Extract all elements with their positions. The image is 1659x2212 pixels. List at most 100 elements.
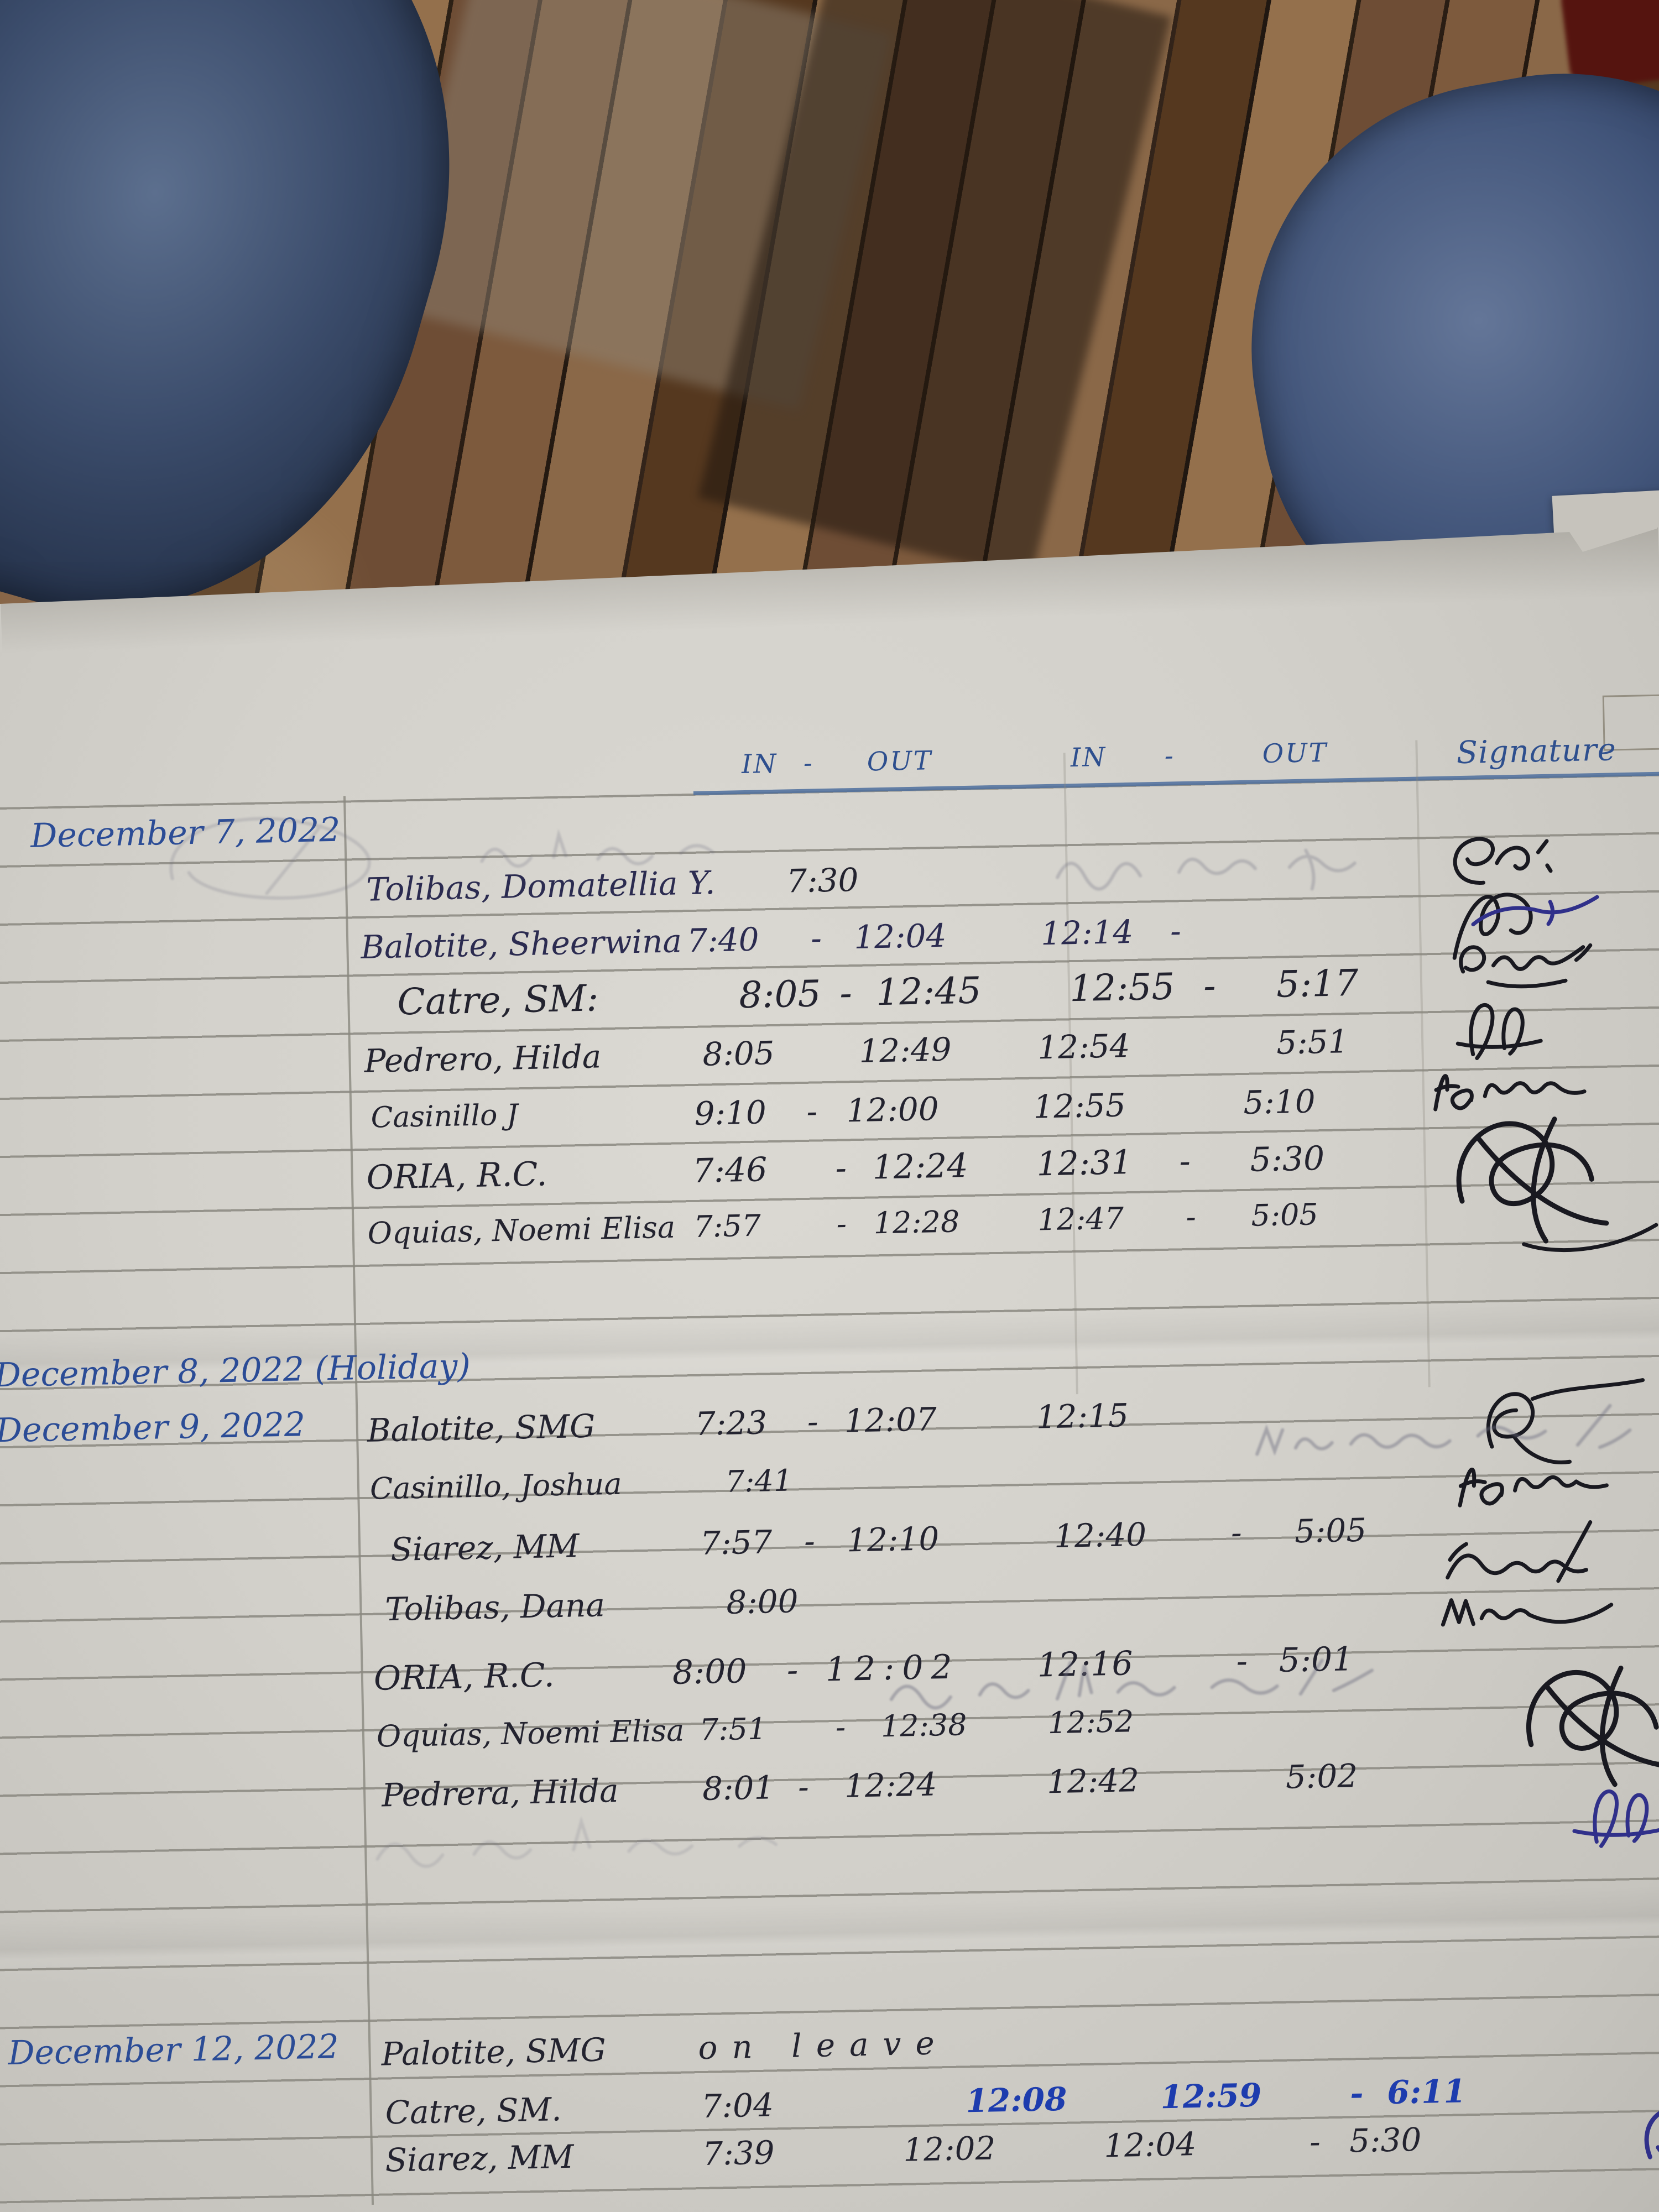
time-out-pm: 5:17 bbox=[1276, 961, 1359, 1006]
time-in-pm: 12:55 bbox=[1069, 965, 1176, 1010]
on-leave-note: on leave bbox=[697, 2024, 950, 2067]
dash: - bbox=[1230, 1514, 1243, 1552]
bleed-through-mark bbox=[1255, 1404, 1632, 1456]
time-out-am: 12:24 bbox=[872, 1146, 969, 1187]
time-out-am: 12:10 bbox=[846, 1520, 940, 1559]
time-in-pm: 12:40 bbox=[1053, 1515, 1147, 1555]
dash: - bbox=[804, 1522, 816, 1561]
time-out-am: 12:07 bbox=[844, 1400, 937, 1440]
time-out-pm: 5:05 bbox=[1294, 1511, 1367, 1551]
signature-scribble bbox=[1486, 1378, 1645, 1464]
time-in-pm: 12:55 bbox=[1032, 1086, 1126, 1126]
signature-scribble bbox=[1453, 837, 1553, 885]
header-dash-pm: - bbox=[1164, 740, 1176, 771]
dash: - bbox=[786, 1651, 799, 1690]
time-out-pm: 5:51 bbox=[1276, 1022, 1349, 1062]
time-out-pm: 5:30 bbox=[1249, 1139, 1325, 1180]
time-in-am: 7:51 bbox=[699, 1711, 767, 1747]
time-in-am: 7:46 bbox=[692, 1150, 768, 1191]
bleed-through-mark bbox=[1056, 848, 1357, 891]
dash: - bbox=[834, 1149, 847, 1188]
entry-name: Pedrero, Hilda bbox=[363, 1037, 602, 1080]
time-in-pm: 12:59 bbox=[1160, 2076, 1262, 2116]
time-in-am: 9:10 bbox=[693, 1093, 767, 1133]
time-in-am: 8:05 bbox=[702, 1034, 775, 1073]
time-out-pm: 6:11 bbox=[1386, 2072, 1467, 2112]
dash: - bbox=[1349, 2074, 1364, 2112]
entry-name: Casinillo, Joshua bbox=[369, 1466, 623, 1506]
dash: - bbox=[1309, 2122, 1321, 2161]
entry-name: ORIA, R.C. bbox=[366, 1155, 548, 1197]
time-in-pm: 12:04 bbox=[1103, 2125, 1197, 2165]
time-in-am: 8:00 bbox=[726, 1582, 799, 1621]
signature-scribble bbox=[1572, 1789, 1659, 1848]
time-out-am: 12:49 bbox=[858, 1030, 952, 1070]
pencil-ghost-mark bbox=[169, 817, 371, 900]
time-in-am: 8:05 bbox=[738, 972, 822, 1017]
time-out-pm: 5:30 bbox=[1349, 2120, 1422, 2160]
time-in-am: 7:04 bbox=[701, 2086, 774, 2125]
time-in-am: 7:23 bbox=[695, 1404, 768, 1443]
dash: - bbox=[1170, 912, 1182, 950]
dash: - bbox=[1203, 964, 1217, 1008]
dash: - bbox=[807, 1402, 819, 1441]
bleed-through-mark bbox=[889, 1658, 1374, 1710]
dash: - bbox=[1178, 1141, 1191, 1181]
dash: - bbox=[810, 919, 822, 957]
header-in-am: IN bbox=[741, 748, 779, 780]
entry-name: Oquias, Noemi Elisa bbox=[367, 1209, 676, 1251]
time-in-am: 7:41 bbox=[725, 1463, 793, 1499]
time-in-am: 7:57 bbox=[700, 1523, 773, 1562]
dash: - bbox=[836, 1206, 847, 1241]
entry-name: Siarez, MM bbox=[390, 1527, 580, 1569]
dash: - bbox=[806, 1092, 818, 1130]
entry-name: Tolibas, Dana bbox=[384, 1586, 606, 1629]
entry-name: Siarez, MM bbox=[384, 2137, 575, 2179]
time-in-am: 7:39 bbox=[702, 2133, 775, 2173]
time-in-pm: 12:31 bbox=[1036, 1143, 1133, 1184]
bleed-through-mark bbox=[480, 828, 715, 868]
entry-name: Catre, SM. bbox=[385, 2090, 562, 2132]
time-in-pm: 12:54 bbox=[1037, 1027, 1131, 1067]
time-out-pm: 5:10 bbox=[1243, 1082, 1316, 1121]
header-out-pm: OUT bbox=[1262, 737, 1328, 770]
time-in-pm: 12:15 bbox=[1036, 1396, 1129, 1436]
time-out-am: 12:04 bbox=[853, 916, 947, 957]
entry-name: Balotite, Sheerwina bbox=[360, 922, 682, 966]
signature-scribble bbox=[1455, 1003, 1543, 1060]
time-in-pm: 12:14 bbox=[1040, 912, 1134, 953]
signature-scribble bbox=[1441, 1598, 1614, 1627]
signature-scribble bbox=[1433, 1074, 1587, 1112]
header-signature: Signature bbox=[1456, 732, 1617, 771]
entry-name: Casinillo J bbox=[371, 1098, 519, 1135]
time-in-am: 8:00 bbox=[672, 1652, 748, 1692]
time-in-pm: 12:47 bbox=[1037, 1201, 1124, 1238]
signature-scribble bbox=[1644, 2106, 1659, 2176]
time-out-am: 12:08 bbox=[965, 2080, 1067, 2120]
dash: - bbox=[835, 1709, 846, 1745]
signature-scribble bbox=[1459, 943, 1593, 989]
time-out-pm: 5:02 bbox=[1285, 1757, 1358, 1796]
dash: - bbox=[1185, 1199, 1197, 1235]
signature-scribble bbox=[1458, 1467, 1609, 1507]
time-out-am: 12:45 bbox=[875, 969, 982, 1014]
time-out-am: 12:24 bbox=[844, 1765, 937, 1805]
signature-scribble bbox=[1526, 1665, 1659, 1787]
signature-scribble bbox=[1452, 893, 1599, 960]
entry-name: Balotite, SMG bbox=[367, 1407, 596, 1449]
time-in-am: 7:30 bbox=[786, 860, 859, 900]
time-in-am: 7:57 bbox=[693, 1208, 761, 1244]
time-out-am: 12:02 bbox=[902, 2129, 997, 2169]
entry-name: Catre, SM: bbox=[397, 977, 599, 1024]
signature-scribble bbox=[1446, 1520, 1593, 1583]
pencil-ghost-mark bbox=[375, 1815, 778, 1868]
time-out-am: 12:00 bbox=[846, 1090, 940, 1130]
entry-name: Palotite, SMG bbox=[380, 2031, 607, 2073]
time-out-pm: 5:05 bbox=[1250, 1197, 1319, 1233]
entry-name: ORIA, R.C. bbox=[373, 1656, 555, 1698]
header-in-pm: IN bbox=[1070, 742, 1108, 774]
dash: - bbox=[839, 972, 853, 1015]
